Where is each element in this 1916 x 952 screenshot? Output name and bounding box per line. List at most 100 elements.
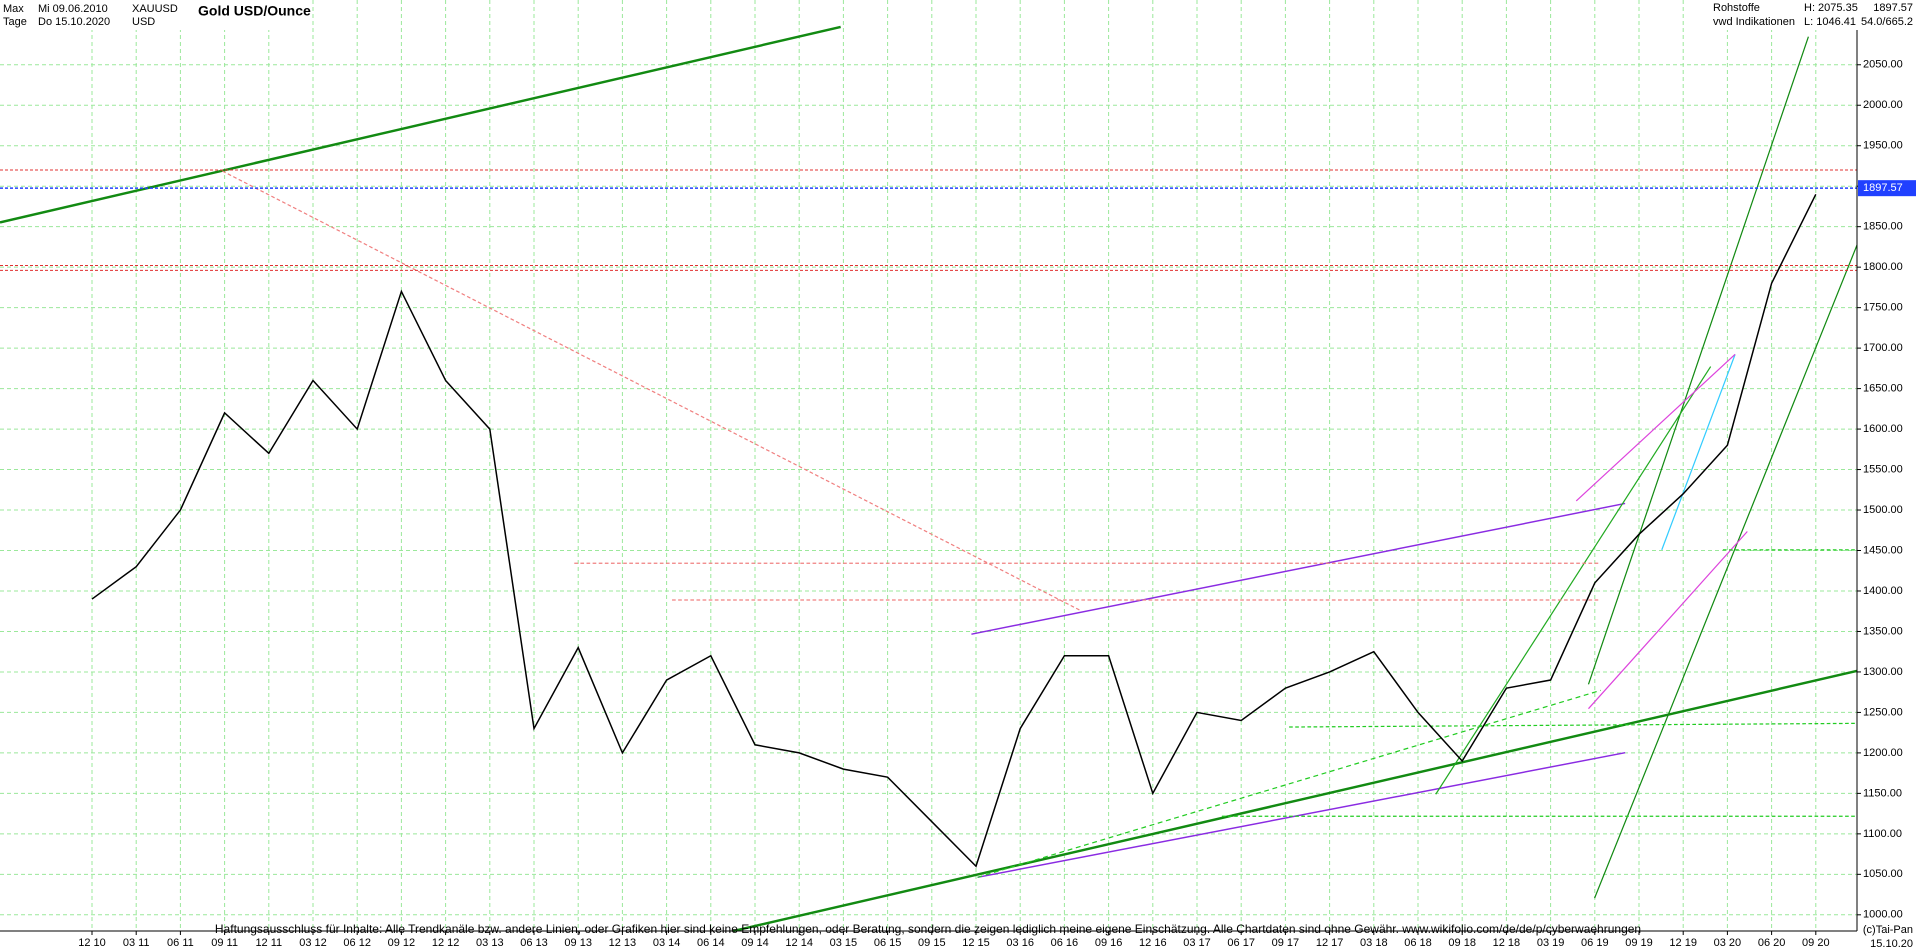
x-tick-label: 03 11 xyxy=(123,937,150,949)
trendline xyxy=(977,751,1626,879)
y-tick-label: 2000.00 xyxy=(1863,99,1903,111)
x-tick-label: 06 11 xyxy=(167,937,194,949)
grid xyxy=(0,0,1857,931)
low: L: 1046.41 xyxy=(1804,16,1856,28)
y-tick-label: 1300.00 xyxy=(1863,666,1903,678)
x-tick-label: 12 12 xyxy=(432,937,460,949)
trendline xyxy=(732,669,1858,933)
trendline xyxy=(1289,722,1858,728)
x-tick-label: 12 13 xyxy=(609,937,637,949)
price-tag xyxy=(1858,180,1916,197)
y-tick-label: 1400.00 xyxy=(1863,585,1903,597)
start-date: Mi 09.06.2010 xyxy=(38,3,108,15)
trendline xyxy=(1587,36,1809,685)
last-price: 1897.57 xyxy=(1873,2,1913,14)
trendline xyxy=(1435,366,1712,795)
x-tick-label: 12 14 xyxy=(785,937,813,949)
x-tick-label: 09 17 xyxy=(1272,937,1300,949)
x-tick-label: 06 17 xyxy=(1227,937,1255,949)
price-line xyxy=(91,193,1817,868)
copyright: (c)Tai-Pan xyxy=(1863,924,1913,936)
x-tick-label: 09 14 xyxy=(741,937,769,949)
disclaimer: Haftungsausschluss für Inhalte: Alle Tre… xyxy=(215,922,1641,936)
x-tick-label: 12 11 xyxy=(255,937,282,949)
y-tick-label: 1750.00 xyxy=(1863,302,1903,314)
extra: 54.0/665.2 xyxy=(1861,16,1913,28)
source: vwd Indikationen xyxy=(1713,16,1795,28)
plot xyxy=(0,169,1857,868)
x-tick-label: 09 13 xyxy=(564,937,592,949)
x-tick-label: 12 19 xyxy=(1669,937,1697,949)
trendlines xyxy=(0,25,1858,933)
x-tick-label: 09 20 xyxy=(1802,937,1830,949)
x-tick-label: 03 15 xyxy=(830,937,858,949)
x-tick-label: 09 12 xyxy=(388,937,416,949)
high: H: 2075.35 xyxy=(1804,2,1858,14)
x-tick-label: 12 10 xyxy=(78,937,106,949)
price-tag-label: 1897.57 xyxy=(1863,182,1903,194)
y-tick-label: 1000.00 xyxy=(1863,909,1903,921)
y-tick-label: 1050.00 xyxy=(1863,868,1903,880)
trendline xyxy=(222,170,1082,612)
x-tick-label: 12 16 xyxy=(1139,937,1167,949)
y-tick-label: 2050.00 xyxy=(1863,59,1903,71)
group: Rohstoffe xyxy=(1713,2,1760,14)
x-tick-label: 06 12 xyxy=(343,937,371,949)
trendline xyxy=(1594,244,1858,899)
x-tick-label: 06 13 xyxy=(520,937,548,949)
x-tick-label: 06 16 xyxy=(1051,937,1079,949)
symbol: XAUUSD xyxy=(132,3,178,15)
x-tick-label: 09 15 xyxy=(918,937,946,949)
y-tick-label: 1700.00 xyxy=(1863,342,1903,354)
y-tick-label: 1500.00 xyxy=(1863,504,1903,516)
x-tick-label: 09 19 xyxy=(1625,937,1653,949)
range[interactable]: Max xyxy=(3,3,24,15)
y-tick-label: 1950.00 xyxy=(1863,140,1903,152)
y-tick-label: 1850.00 xyxy=(1863,221,1903,233)
trendline xyxy=(1575,353,1736,502)
trendline xyxy=(977,689,1601,878)
chart-title: Gold USD/Ounce xyxy=(198,3,311,19)
end-date: Do 15.10.2020 xyxy=(38,16,110,28)
y-tick-label: 1250.00 xyxy=(1863,706,1903,718)
x-tick-label: 06 15 xyxy=(874,937,902,949)
y-tick-label: 1600.00 xyxy=(1863,423,1903,435)
x-tick-label: 12 15 xyxy=(962,937,990,949)
x-tick-label: 09 18 xyxy=(1448,937,1476,949)
x-tick-label: 09 11 xyxy=(211,937,238,949)
x-tick-label: 03 18 xyxy=(1360,937,1388,949)
x-tick-label: 03 16 xyxy=(1006,937,1034,949)
trendline xyxy=(971,502,1626,635)
currency: USD xyxy=(132,16,155,28)
axis-panel xyxy=(1857,0,1916,952)
last-date: 15.10.20 xyxy=(1870,938,1913,950)
x-tick-label: 06 20 xyxy=(1758,937,1786,949)
y-tick-label: 1100.00 xyxy=(1863,828,1902,840)
trendline xyxy=(1661,354,1736,551)
x-tick-label: 06 19 xyxy=(1581,937,1609,949)
info-box xyxy=(1710,0,1916,30)
y-tick-label: 1550.00 xyxy=(1863,463,1903,475)
header-box xyxy=(0,0,290,30)
x-tick-label: 03 13 xyxy=(476,937,504,949)
trendline xyxy=(1588,531,1748,710)
x-tick-label: 03 14 xyxy=(653,937,681,949)
interval[interactable]: Tage xyxy=(3,16,27,28)
x-tick-label: 03 17 xyxy=(1183,937,1211,949)
y-tick-label: 1200.00 xyxy=(1863,747,1903,759)
x-tick-label: 12 18 xyxy=(1493,937,1521,949)
x-tick-label: 12 17 xyxy=(1316,937,1344,949)
x-tick-label: 03 20 xyxy=(1714,937,1742,949)
y-tick-label: 1450.00 xyxy=(1863,544,1903,556)
y-tick-label: 1650.00 xyxy=(1863,382,1903,394)
trendline xyxy=(0,25,841,224)
y-tick-label: 1150.00 xyxy=(1863,787,1902,799)
y-tick-label: 1800.00 xyxy=(1863,261,1903,273)
axis: 1000.00 1050.00 1100.00 1150.00 1200.00 1250.… xyxy=(78,59,1916,949)
y-tick-label: 1350.00 xyxy=(1863,625,1903,637)
x-tick-label: 03 12 xyxy=(299,937,327,949)
x-tick-label: 06 14 xyxy=(697,937,725,949)
x-tick-label: 09 16 xyxy=(1095,937,1123,949)
x-tick-label: 03 19 xyxy=(1537,937,1565,949)
